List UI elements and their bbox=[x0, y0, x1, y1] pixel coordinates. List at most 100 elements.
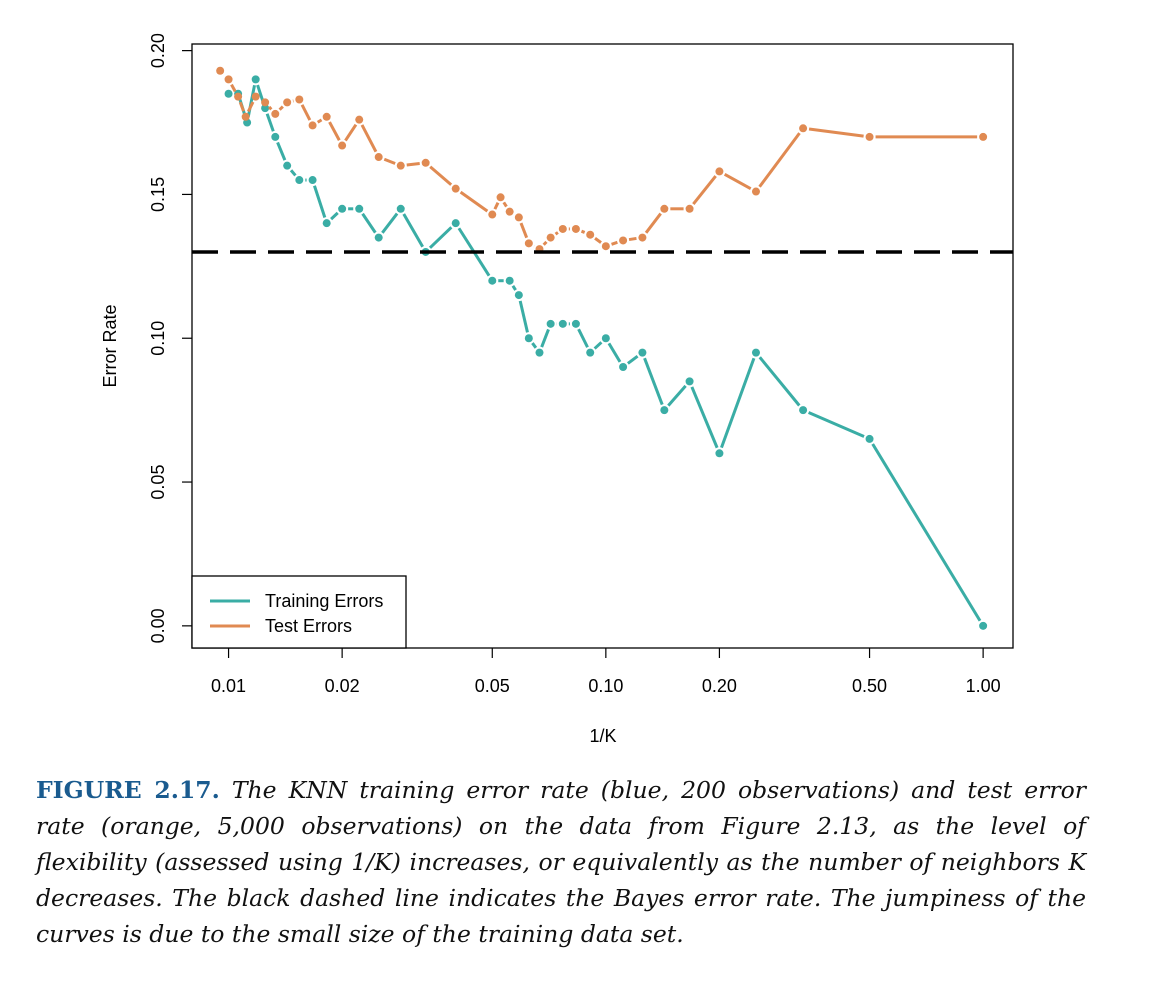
series-1-segment bbox=[692, 175, 717, 206]
x-tick-label: 0.05 bbox=[475, 676, 510, 696]
series-1-point bbox=[799, 124, 808, 133]
y-axis-label: Error Rate bbox=[100, 304, 120, 387]
series-0-point bbox=[224, 89, 233, 98]
series-1-point bbox=[496, 193, 505, 202]
x-tick-label: 0.02 bbox=[325, 676, 360, 696]
series-0-point bbox=[514, 291, 523, 300]
series-0-segment bbox=[289, 169, 297, 177]
series-0-segment bbox=[607, 342, 622, 363]
series-layer bbox=[216, 66, 988, 630]
plot-frame bbox=[191, 43, 1014, 649]
series-1-point bbox=[514, 213, 523, 222]
series-1-segment bbox=[542, 240, 548, 246]
series-0-point bbox=[685, 377, 694, 386]
series-1-segment bbox=[344, 123, 358, 142]
series-0-point bbox=[799, 406, 808, 415]
series-0-segment bbox=[667, 384, 687, 407]
series-0-point bbox=[979, 621, 988, 630]
series-1-point bbox=[224, 75, 233, 84]
legend-box bbox=[191, 575, 407, 649]
series-0-point bbox=[374, 233, 383, 242]
series-0-point bbox=[295, 176, 304, 185]
series-1-point bbox=[216, 66, 225, 75]
series-0-point bbox=[524, 334, 533, 343]
error-rate-chart: 0.01 0.02 0.05 0.10 0.20 0.50 1.00 0.00 0.05 0.1… bbox=[100, 33, 1014, 746]
series-0-segment bbox=[690, 386, 719, 449]
series-1-segment bbox=[406, 161, 420, 167]
x-tick-label: 0.20 bbox=[702, 676, 737, 696]
series-0-point bbox=[505, 276, 514, 285]
series-0-point bbox=[355, 204, 364, 213]
series-1-segment bbox=[316, 118, 323, 124]
series-1-point bbox=[338, 141, 347, 150]
series-1-segment bbox=[383, 157, 396, 165]
series-1-segment bbox=[644, 212, 662, 234]
series-0-point bbox=[283, 161, 292, 170]
y-tick-label: 0.05 bbox=[148, 465, 168, 500]
series-0-point bbox=[271, 132, 280, 141]
series-1-segment bbox=[267, 105, 273, 111]
series-1-segment bbox=[278, 105, 284, 111]
series-1-segment bbox=[459, 190, 489, 213]
series-0-segment bbox=[330, 211, 339, 221]
series-1-point bbox=[715, 167, 724, 176]
series-0-point bbox=[322, 219, 331, 228]
series-0-point bbox=[308, 176, 317, 185]
series-1-point bbox=[546, 233, 555, 242]
series-0-point bbox=[715, 449, 724, 458]
series-0-point bbox=[546, 319, 555, 328]
series-1-point bbox=[619, 236, 628, 245]
series-0-point bbox=[660, 406, 669, 415]
series-0-point bbox=[601, 334, 610, 343]
series-0-segment bbox=[808, 411, 865, 438]
series-0-segment bbox=[276, 141, 287, 161]
series-1-segment bbox=[246, 101, 255, 113]
series-1-segment bbox=[594, 237, 602, 244]
series-0-segment bbox=[720, 357, 756, 449]
series-0-segment bbox=[246, 84, 256, 117]
series-0-segment bbox=[627, 354, 639, 365]
series-0-segment bbox=[313, 185, 327, 218]
series-0-point bbox=[451, 219, 460, 228]
series-0-segment bbox=[540, 328, 550, 348]
series-0-point bbox=[261, 104, 270, 113]
series-1-point bbox=[396, 161, 405, 170]
series-1-segment bbox=[493, 202, 500, 210]
series-0-segment bbox=[402, 213, 424, 248]
series-0-point bbox=[586, 348, 595, 357]
series-0-point bbox=[619, 362, 628, 371]
legend: Training Errors Test Errors bbox=[191, 575, 407, 649]
y-tick-label: 0.00 bbox=[148, 608, 168, 643]
series-1-point bbox=[421, 158, 430, 167]
series-1-segment bbox=[300, 104, 312, 121]
y-tick-label: 0.10 bbox=[148, 321, 168, 356]
series-1-point bbox=[571, 224, 580, 233]
series-1-segment bbox=[611, 240, 618, 246]
series-1-segment bbox=[502, 201, 508, 208]
series-0-segment bbox=[593, 341, 603, 350]
series-1-segment bbox=[360, 124, 378, 153]
series-1-point bbox=[685, 204, 694, 213]
series-1-point bbox=[451, 184, 460, 193]
series-1-segment bbox=[429, 165, 453, 186]
series-1-point bbox=[283, 98, 292, 107]
series-1-point bbox=[261, 98, 270, 107]
series-1-point bbox=[660, 204, 669, 213]
series-1-point bbox=[505, 207, 514, 216]
series-1-segment bbox=[628, 236, 637, 242]
series-1-point bbox=[234, 92, 243, 101]
series-0-point bbox=[396, 204, 405, 213]
series-1-point bbox=[322, 112, 331, 121]
y-tick-label: 0.20 bbox=[148, 33, 168, 68]
y-tick-label: 0.15 bbox=[148, 177, 168, 212]
series-0-point bbox=[558, 319, 567, 328]
x-axis: 0.01 0.02 0.05 0.10 0.20 0.50 1.00 bbox=[211, 648, 1001, 696]
series-0-segment bbox=[643, 357, 664, 406]
x-tick-label: 0.01 bbox=[211, 676, 246, 696]
x-axis-label: 1/K bbox=[589, 726, 616, 746]
figure-caption: FIGURE 2.17. The KNN training error rate… bbox=[36, 772, 1086, 952]
series-0-point bbox=[638, 348, 647, 357]
series-1-point bbox=[355, 115, 364, 124]
series-1-point bbox=[295, 95, 304, 104]
series-1-segment bbox=[519, 222, 529, 239]
